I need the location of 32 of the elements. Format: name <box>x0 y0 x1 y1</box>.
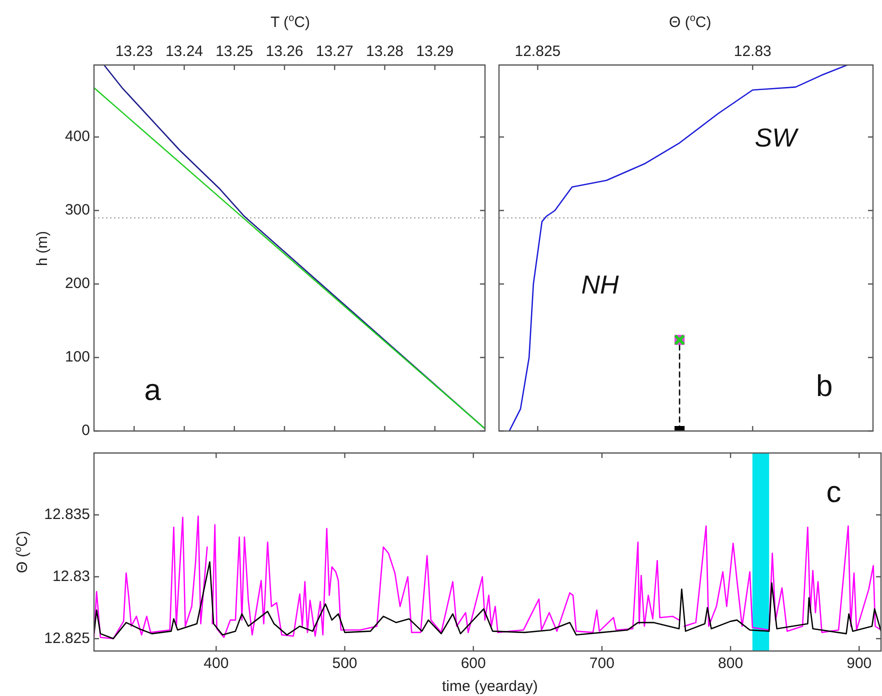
x-tick-label: 13.26 <box>266 43 304 60</box>
x-axis-title: time (yearday) <box>442 678 538 694</box>
x-tick-label: 700 <box>589 655 614 672</box>
x-tick-label: 13.23 <box>115 43 153 60</box>
x-tick-label: 13.28 <box>366 43 404 60</box>
y-tick-label: 200 <box>64 275 90 292</box>
x-tick-label: 12.825 <box>514 43 561 60</box>
y-tick-label: 12.83 <box>52 568 90 585</box>
x-tick-label: 13.29 <box>416 43 454 60</box>
y-tick-label: 300 <box>64 202 90 219</box>
annotation: NH <box>581 269 619 300</box>
annotation: b <box>816 370 833 404</box>
x-tick-label: 400 <box>204 655 229 672</box>
y-tick-label: 0 <box>82 422 90 440</box>
y-tick-label: 12.825 <box>44 630 90 647</box>
x-tick-label: 13.25 <box>216 43 254 60</box>
y-tick-label: 12.835 <box>44 506 90 524</box>
x-axis-title: Θ ($^{o}$C) <box>669 13 712 31</box>
x-tick-label: 12.83 <box>734 43 772 60</box>
x-axis-title: T ($^{o}$C) <box>270 13 310 31</box>
y-tick-label: 400 <box>64 128 90 146</box>
y-axis-title: h (m) <box>34 230 50 266</box>
x-tick-label: 800 <box>718 655 744 672</box>
x-tick-label: 13.27 <box>316 43 354 60</box>
annotation: c <box>826 476 842 510</box>
x-tick-label: 900 <box>846 655 872 672</box>
annotation: SW <box>754 122 797 154</box>
y-tick-label: 100 <box>64 348 90 366</box>
annotation: a <box>144 374 161 408</box>
x-tick-label: 500 <box>332 655 358 672</box>
x-tick-label: 600 <box>460 655 486 672</box>
x-tick-label: 13.24 <box>165 43 204 60</box>
